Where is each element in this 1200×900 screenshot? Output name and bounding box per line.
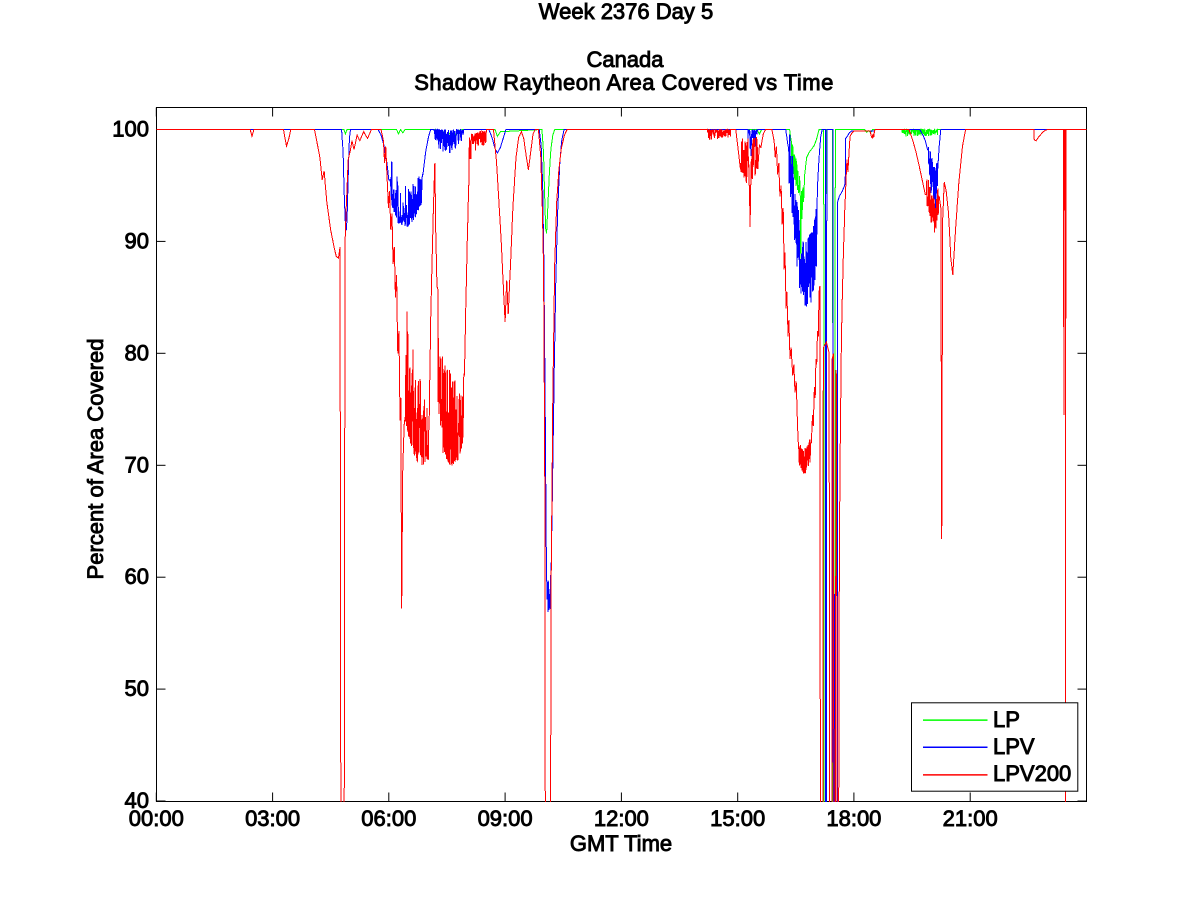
svg-text:LPV: LPV (993, 734, 1035, 759)
svg-text:50: 50 (125, 676, 149, 701)
svg-text:Shadow Raytheon Area Covered v: Shadow Raytheon Area Covered vs Time (414, 70, 834, 95)
svg-text:80: 80 (125, 340, 149, 365)
svg-text:Percent of Area Covered: Percent of Area Covered (83, 339, 108, 580)
svg-text:60: 60 (125, 564, 149, 589)
svg-text:12:00: 12:00 (594, 806, 649, 831)
svg-text:90: 90 (125, 228, 149, 253)
svg-text:Week 2376 Day 5: Week 2376 Day 5 (539, 0, 713, 24)
svg-text:GMT Time: GMT Time (570, 831, 672, 856)
svg-text:LPV200: LPV200 (993, 761, 1071, 786)
svg-text:21:00: 21:00 (943, 806, 998, 831)
svg-text:03:00: 03:00 (245, 806, 300, 831)
svg-text:06:00: 06:00 (361, 806, 416, 831)
svg-text:Canada: Canada (586, 47, 664, 72)
svg-text:15:00: 15:00 (710, 806, 765, 831)
svg-text:09:00: 09:00 (478, 806, 533, 831)
svg-text:00:00: 00:00 (129, 806, 184, 831)
svg-text:100: 100 (112, 117, 149, 142)
svg-text:70: 70 (125, 452, 149, 477)
svg-text:40: 40 (125, 788, 149, 813)
svg-text:LP: LP (993, 707, 1020, 732)
svg-text:18:00: 18:00 (826, 806, 881, 831)
